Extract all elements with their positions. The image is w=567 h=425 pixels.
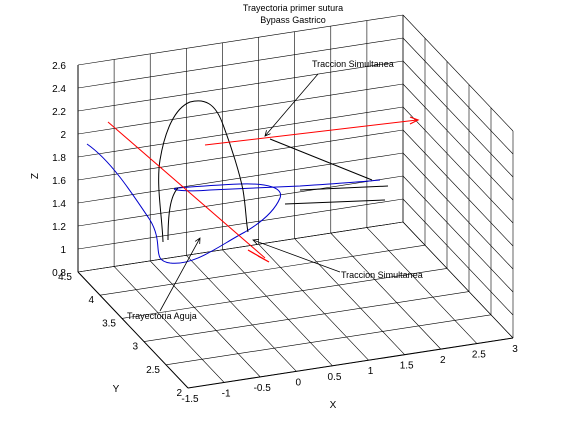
series-traction-2-arrow xyxy=(409,116,420,125)
grid xyxy=(77,14,514,389)
grid-line-right-z xyxy=(402,221,514,339)
x-tick-label: 1.5 xyxy=(400,361,414,372)
annotation-trayectoria-aguja: Trayectoria Aguja xyxy=(127,311,197,321)
annotation-arrow-trayectoria-aguja xyxy=(159,237,201,312)
series-traction-2 xyxy=(204,119,418,146)
y-tick-label: 2 xyxy=(176,388,182,399)
annotation-arrow-traccion-bottom xyxy=(252,239,341,273)
grid-line-right-z xyxy=(402,175,514,293)
x-tick-label: 0.5 xyxy=(327,372,341,383)
series-group xyxy=(86,100,420,264)
x-tick-label: -1.5 xyxy=(181,394,199,405)
grid-line-floor-x xyxy=(222,249,333,366)
x-tick-label: 1 xyxy=(368,366,374,377)
grid-line-back-z xyxy=(77,37,404,89)
series-traction-1 xyxy=(107,121,266,259)
z-tick-label: 2.6 xyxy=(52,61,66,72)
annotations: Traccion Simultanea Traccion Simultanea … xyxy=(127,59,423,321)
grid-line-right-z xyxy=(402,198,514,316)
grid-line-right-z xyxy=(402,14,514,132)
grid-line-floor-x xyxy=(113,266,225,383)
x-tick-label: 2 xyxy=(440,355,446,366)
y-tick-label: 4 xyxy=(88,295,94,306)
annotation-arrow-traccion-top xyxy=(264,73,319,137)
series-traction-1-arrow xyxy=(247,249,270,263)
grid-line-floor-x xyxy=(150,260,261,378)
grid-line-right-z xyxy=(402,106,514,224)
grid-line-right-z xyxy=(402,37,514,155)
grid-line-floor-y xyxy=(99,244,426,296)
z-tick-label: 1.6 xyxy=(52,176,66,187)
grid-line-floor-y xyxy=(143,291,470,342)
z-tick-label: 1.2 xyxy=(52,222,66,233)
y-axis-line xyxy=(77,271,189,389)
x-tick-label: 3 xyxy=(512,344,518,355)
y-tick-label: 4.5 xyxy=(58,272,72,283)
series-loop xyxy=(158,100,249,243)
grid-line-floor-x xyxy=(186,255,297,372)
y-tick-label: 2.5 xyxy=(146,365,160,376)
grid-line-floor-x xyxy=(366,227,478,344)
grid-line-floor-x xyxy=(258,244,369,361)
z-tick-label: 2 xyxy=(60,130,66,141)
series-strand-1 xyxy=(284,199,386,205)
z-tick-label: 1.4 xyxy=(52,199,66,210)
x-tick-label: 0 xyxy=(296,377,302,388)
chart-title-line-1: Trayectoria primer sutura xyxy=(243,3,343,13)
grid-line-right-z xyxy=(402,129,514,247)
grid-line-back-z xyxy=(77,60,404,112)
series-strand-3 xyxy=(269,138,373,181)
series-needle-trajectory xyxy=(86,143,381,264)
grid-line-right-z xyxy=(402,152,514,270)
series-loop-tail xyxy=(167,187,179,241)
axes-box xyxy=(77,65,514,389)
z-tick-label: 2.4 xyxy=(52,84,66,95)
series-strand-2 xyxy=(299,185,389,191)
annotation-traccion-top: Traccion Simultanea xyxy=(312,59,394,69)
y-axis-label: Y xyxy=(113,384,120,395)
grid-line-floor-y xyxy=(121,268,448,319)
x-tick-label: -0.5 xyxy=(254,383,272,394)
grid-line-back-z xyxy=(77,175,404,227)
grid-line-floor-y xyxy=(165,314,492,366)
grid-line-back-z xyxy=(77,14,404,66)
grid-line-right-z xyxy=(402,83,514,201)
tick-labels: -1.5 -1 -0.5 0 0.5 1 1.5 2 2.5 3 2 2.5 3 3.5 4 4.50.8 1 1… xyxy=(52,61,518,405)
grid-line-back-z xyxy=(77,221,404,273)
y-tick-label: 3.5 xyxy=(102,318,116,329)
chart-title-line-2: Bypass Gastrico xyxy=(260,15,326,25)
z-tick-label: 2.2 xyxy=(52,107,66,118)
grid-line-back-z xyxy=(77,198,404,250)
y-tick-label: 3 xyxy=(132,342,138,353)
x-axis-line xyxy=(187,337,514,389)
grid-line-back-z xyxy=(77,129,404,181)
z-tick-label: 1.8 xyxy=(52,153,66,164)
grid-line-floor-x xyxy=(294,238,405,355)
x-axis-label: X xyxy=(330,400,337,411)
grid-line-right-z xyxy=(402,60,514,178)
z-axis-label: Z xyxy=(30,173,41,179)
annotation-traccion-bottom: Traccion Simultanea xyxy=(341,270,423,280)
grid-line-back-z xyxy=(77,83,404,135)
x-tick-label: -1 xyxy=(222,388,231,399)
x-tick-label: 2.5 xyxy=(472,350,486,361)
z-tick-label: 0.8 xyxy=(52,268,66,279)
grid-line-floor-x xyxy=(330,232,441,350)
z-tick-label: 1 xyxy=(60,245,66,256)
grid-line-back-z xyxy=(77,106,404,158)
